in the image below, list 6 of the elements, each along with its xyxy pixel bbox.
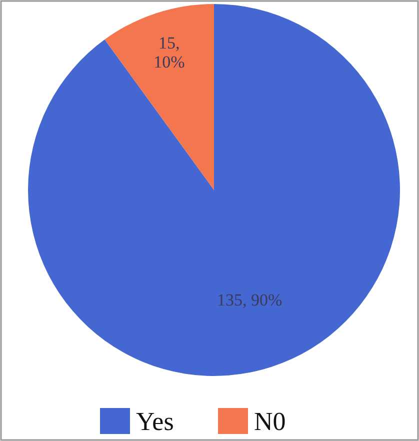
data-label: 135, 90% — [217, 290, 282, 310]
legend-label: N0 — [254, 407, 286, 436]
pie-slice — [28, 4, 400, 376]
legend-label: Yes — [136, 407, 174, 436]
data-label: 15, 10% — [154, 34, 185, 72]
pie-slice — [104, 4, 214, 190]
